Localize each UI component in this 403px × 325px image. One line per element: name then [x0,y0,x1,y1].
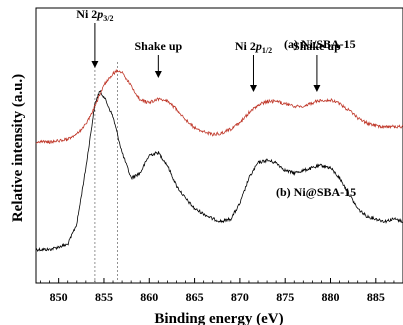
arrow-head [249,85,257,92]
spectra [35,68,403,252]
series-label-b: (b) Ni@SBA-15 [276,185,356,199]
reference-lines [94,62,118,283]
y-axis-label: Relative intensity (a.u.) [10,74,26,222]
x-tick-label: 855 [95,290,113,304]
peak-annotation: Shake up [293,39,341,53]
peak-annotation: Ni 2p1/2 [235,39,272,55]
arrow-head [313,85,321,92]
x-axis-label: Binding energy (eV) [154,311,283,325]
arrow-head [154,71,162,78]
series-line-a [35,90,403,252]
x-axis-ticks: 850 855 860 865 870 875 880 885 [40,278,403,304]
series-label-a: (a) Ni/SBA-15 [284,37,356,51]
peak-annotation: Shake up [134,39,182,53]
x-tick-label: 875 [276,290,294,304]
x-tick-label: 865 [186,290,204,304]
arrow-head [91,61,99,68]
x-tick-label: 870 [231,290,249,304]
x-tick-label: 885 [367,290,385,304]
x-tick-label: 860 [140,290,158,304]
series-line-b [35,68,403,145]
x-tick-label: 850 [50,290,68,304]
x-tick-label: 880 [322,290,340,304]
plot-frame [35,7,403,284]
peak-annotation: Ni 2p3/2 [76,7,113,23]
